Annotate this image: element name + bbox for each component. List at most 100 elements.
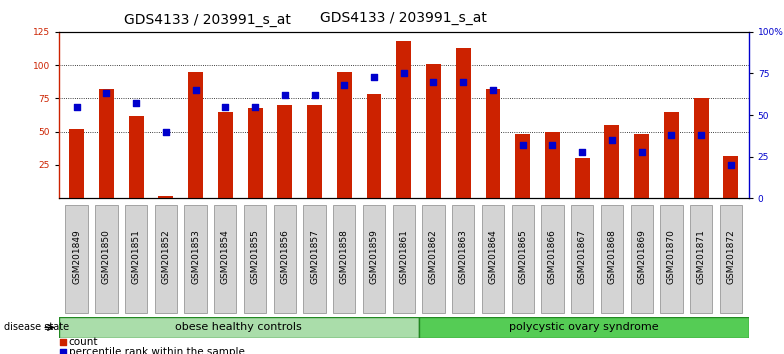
Bar <box>278 105 292 198</box>
FancyBboxPatch shape <box>95 205 118 313</box>
FancyBboxPatch shape <box>303 205 325 313</box>
Bar <box>545 132 560 198</box>
Text: GSM201857: GSM201857 <box>310 229 319 284</box>
FancyBboxPatch shape <box>482 205 504 313</box>
FancyBboxPatch shape <box>214 205 237 313</box>
FancyBboxPatch shape <box>601 205 623 313</box>
Point <box>457 79 470 85</box>
Bar <box>158 195 173 198</box>
FancyBboxPatch shape <box>690 205 713 313</box>
Bar <box>307 105 322 198</box>
FancyBboxPatch shape <box>660 205 683 313</box>
Point <box>665 132 677 138</box>
FancyBboxPatch shape <box>511 205 534 313</box>
Bar <box>634 135 649 198</box>
Text: percentile rank within the sample: percentile rank within the sample <box>68 347 245 354</box>
Bar <box>69 129 84 198</box>
Point <box>160 129 172 135</box>
Text: GSM201850: GSM201850 <box>102 229 111 284</box>
Text: GSM201872: GSM201872 <box>727 229 735 284</box>
FancyBboxPatch shape <box>393 205 415 313</box>
Bar <box>367 95 382 198</box>
Point <box>368 74 380 80</box>
Bar <box>724 156 739 198</box>
FancyBboxPatch shape <box>423 205 445 313</box>
Point <box>427 79 440 85</box>
FancyBboxPatch shape <box>66 205 88 313</box>
Text: GDS4133 / 203991_s_at: GDS4133 / 203991_s_at <box>321 11 487 25</box>
Bar <box>397 41 411 198</box>
Text: GSM201856: GSM201856 <box>281 229 289 284</box>
Bar <box>218 112 233 198</box>
Point <box>219 104 231 110</box>
Bar <box>426 64 441 198</box>
Text: GSM201862: GSM201862 <box>429 229 438 284</box>
Text: GSM201851: GSM201851 <box>132 229 140 284</box>
Point <box>130 101 143 106</box>
Text: GSM201849: GSM201849 <box>72 229 81 284</box>
Point <box>517 142 529 148</box>
Bar <box>248 108 263 198</box>
FancyBboxPatch shape <box>59 317 419 338</box>
FancyBboxPatch shape <box>720 205 742 313</box>
FancyBboxPatch shape <box>571 205 593 313</box>
Point <box>487 87 499 93</box>
Text: GSM201871: GSM201871 <box>697 229 706 284</box>
FancyBboxPatch shape <box>154 205 177 313</box>
Text: GSM201870: GSM201870 <box>667 229 676 284</box>
Point <box>546 142 559 148</box>
Text: GSM201852: GSM201852 <box>162 229 170 284</box>
Bar <box>664 112 679 198</box>
Text: GSM201855: GSM201855 <box>251 229 260 284</box>
FancyBboxPatch shape <box>184 205 207 313</box>
Point <box>397 71 410 76</box>
Text: GDS4133 / 203991_s_at: GDS4133 / 203991_s_at <box>125 13 291 27</box>
Text: GSM201853: GSM201853 <box>191 229 200 284</box>
Text: GSM201864: GSM201864 <box>488 229 498 284</box>
FancyBboxPatch shape <box>541 205 564 313</box>
Bar <box>337 72 352 198</box>
Text: GSM201868: GSM201868 <box>608 229 616 284</box>
Bar <box>456 48 470 198</box>
Point <box>284 235 296 240</box>
FancyBboxPatch shape <box>452 205 474 313</box>
Point <box>100 91 113 96</box>
Text: GSM201861: GSM201861 <box>399 229 408 284</box>
Text: obese healthy controls: obese healthy controls <box>176 322 302 332</box>
Text: GSM201854: GSM201854 <box>221 229 230 284</box>
Point <box>695 132 707 138</box>
FancyBboxPatch shape <box>419 317 749 338</box>
Text: GSM201865: GSM201865 <box>518 229 527 284</box>
Bar <box>604 125 619 198</box>
Bar <box>99 89 114 198</box>
Text: disease state: disease state <box>4 322 69 332</box>
Bar <box>575 158 590 198</box>
Text: count: count <box>68 337 98 347</box>
Bar <box>515 135 530 198</box>
FancyBboxPatch shape <box>363 205 385 313</box>
Text: GSM201858: GSM201858 <box>339 229 349 284</box>
Point <box>308 92 321 98</box>
Point <box>338 82 350 88</box>
Text: GSM201869: GSM201869 <box>637 229 646 284</box>
FancyBboxPatch shape <box>125 205 147 313</box>
Point <box>249 104 261 110</box>
Point <box>71 104 83 110</box>
Bar <box>188 72 203 198</box>
Text: GSM201859: GSM201859 <box>369 229 379 284</box>
Bar <box>694 98 709 198</box>
Point <box>724 162 737 168</box>
Text: GSM201866: GSM201866 <box>548 229 557 284</box>
Point <box>278 92 291 98</box>
FancyBboxPatch shape <box>333 205 355 313</box>
Text: polycystic ovary syndrome: polycystic ovary syndrome <box>509 322 659 332</box>
Bar <box>129 116 143 198</box>
FancyBboxPatch shape <box>630 205 653 313</box>
FancyBboxPatch shape <box>274 205 296 313</box>
Text: GSM201863: GSM201863 <box>459 229 468 284</box>
Text: GSM201867: GSM201867 <box>578 229 586 284</box>
Point <box>635 149 648 154</box>
Bar <box>485 89 500 198</box>
Point <box>189 87 201 93</box>
Point <box>576 149 589 154</box>
